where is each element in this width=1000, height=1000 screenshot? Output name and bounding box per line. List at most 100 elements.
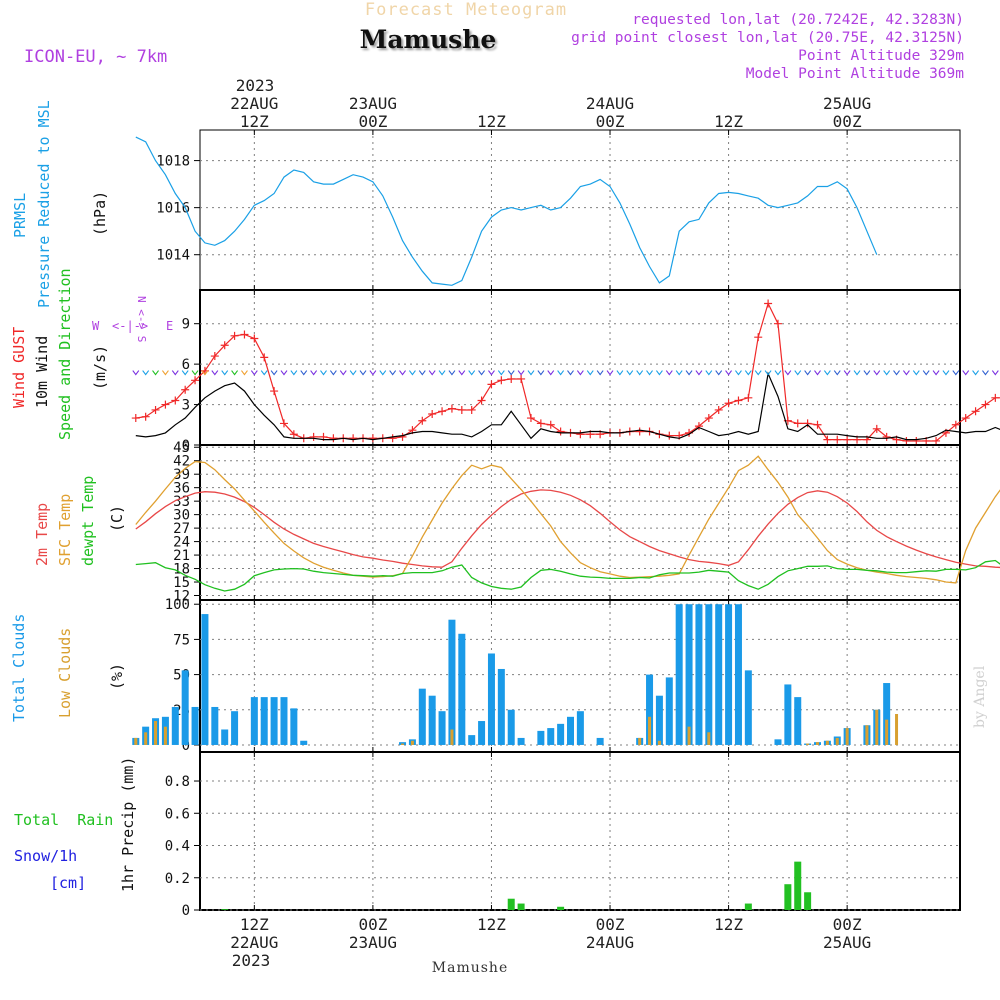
total-cloud-bar [715, 604, 723, 745]
gust-marker [526, 414, 535, 423]
gust-marker [181, 385, 190, 394]
wind-direction-arrow [369, 370, 377, 376]
y-tick-label: 0 [182, 903, 190, 919]
wind-direction-arrow [497, 370, 505, 376]
point-altitude: Point Altitude 329m [798, 48, 964, 64]
wind-direction-arrow [932, 370, 940, 376]
total-cloud-bar [191, 706, 199, 745]
total-cloud-bar [646, 674, 654, 745]
wind-direction-arrow [221, 370, 229, 376]
wind-direction-arrow [339, 370, 347, 376]
gust-marker [260, 353, 269, 362]
gust-marker [744, 393, 753, 402]
compass-east: E [166, 319, 173, 333]
low-cloud-bar [865, 725, 869, 745]
wind-direction-arrow [161, 370, 169, 376]
gust-marker [912, 436, 921, 445]
wind-direction-arrow [142, 370, 150, 376]
total-cloud-bar [260, 697, 268, 745]
low-cloud-bar [875, 709, 879, 745]
wind-direction-arrow [428, 370, 436, 376]
wind-direction-arrow [744, 370, 752, 376]
top-time-label: 12Z [240, 112, 269, 131]
wind-direction-arrow [231, 370, 239, 376]
wind-direction-arrow [290, 370, 298, 376]
gust-marker [250, 334, 259, 343]
total-cloud-bar [705, 604, 713, 745]
low-cloud-bar [410, 740, 414, 745]
total-cloud-bar [734, 604, 742, 745]
pressure-line [135, 136, 878, 286]
total-cloud-bar [883, 683, 891, 745]
gust-marker [932, 436, 941, 445]
top-time-label: 00Z [358, 112, 387, 131]
low-cloud-bar [816, 742, 819, 745]
gust-marker [961, 414, 970, 423]
wind-direction-arrow [794, 370, 802, 376]
wind-direction-arrow [576, 370, 584, 376]
wind-direction-arrow [626, 370, 634, 376]
rain-bar [794, 861, 802, 910]
low-cloud-bar [825, 740, 829, 745]
gust-marker [576, 430, 585, 439]
gust-marker [951, 420, 960, 429]
y-tick-label: 1014 [156, 248, 190, 264]
wind-direction-arrow [675, 370, 683, 376]
low-cloud-bar [687, 726, 691, 745]
gust-marker [270, 387, 279, 396]
total-cloud-bar [300, 740, 308, 745]
y-tick-label: 21 [173, 548, 190, 564]
y-tick-label: 0 [182, 438, 190, 454]
total-clouds-label: Total Clouds [10, 614, 28, 722]
snow-unit-label: [cm] [50, 874, 86, 892]
gridpoint-coords: grid point closest lon,lat (20.75E, 42.3… [571, 30, 964, 46]
top-year: 2023 [236, 76, 275, 95]
total-cloud-bar [547, 728, 555, 745]
y-tick-label: 0.6 [165, 806, 190, 822]
wind-direction-arrow [488, 370, 495, 376]
low-cloud-bar [154, 721, 158, 745]
gust-marker [457, 405, 466, 414]
wind-direction-arrow [310, 370, 318, 376]
panel-precip: 0 0.2 0.4 0.6 0.8 [165, 751, 961, 919]
wind-direction-arrow [665, 370, 673, 376]
wind-direction-arrow [991, 370, 999, 376]
low-cloud-bar [450, 729, 454, 745]
wind-gust-label: Wind GUST [10, 327, 28, 408]
wind-direction-arrow [843, 370, 851, 376]
wind-direction-arrow [191, 370, 199, 376]
gust-marker [418, 416, 427, 425]
total-cloud-bar [695, 604, 703, 745]
total-cloud-bar [665, 677, 673, 745]
gust-marker [724, 399, 733, 408]
bottom-date-label: 24AUG [586, 933, 634, 952]
total-cloud-bar [438, 711, 446, 745]
wind-direction-arrow [725, 370, 733, 376]
wind-direction-arrow [922, 370, 930, 376]
total-cloud-bar [211, 706, 219, 745]
total-cloud-bar [685, 604, 693, 745]
low-cloud-bar [835, 737, 839, 745]
wind-direction-arrow [399, 370, 406, 376]
top-date-label: 23AUG [349, 94, 397, 113]
gust-marker [220, 341, 229, 350]
precip-desc-label: 1hr Precip (mm) [119, 757, 137, 892]
wind-direction-arrow [359, 370, 367, 376]
gust-marker [517, 374, 526, 383]
total-cloud-bar [487, 653, 495, 745]
rain-bar [784, 884, 792, 910]
wind-direction-arrow [241, 370, 248, 376]
total-cloud-bar [507, 709, 515, 745]
panel-frame [199, 751, 961, 911]
t2m-line [135, 489, 1000, 569]
total-cloud-bar [557, 723, 565, 745]
gust-marker [497, 376, 506, 385]
rain-bar [507, 898, 515, 910]
low-clouds-label: Low Clouds [56, 628, 74, 718]
total-cloud-bar [171, 706, 179, 745]
rain-label: Total Rain [14, 811, 113, 829]
gust-marker [902, 436, 911, 445]
gust-marker [754, 333, 763, 342]
